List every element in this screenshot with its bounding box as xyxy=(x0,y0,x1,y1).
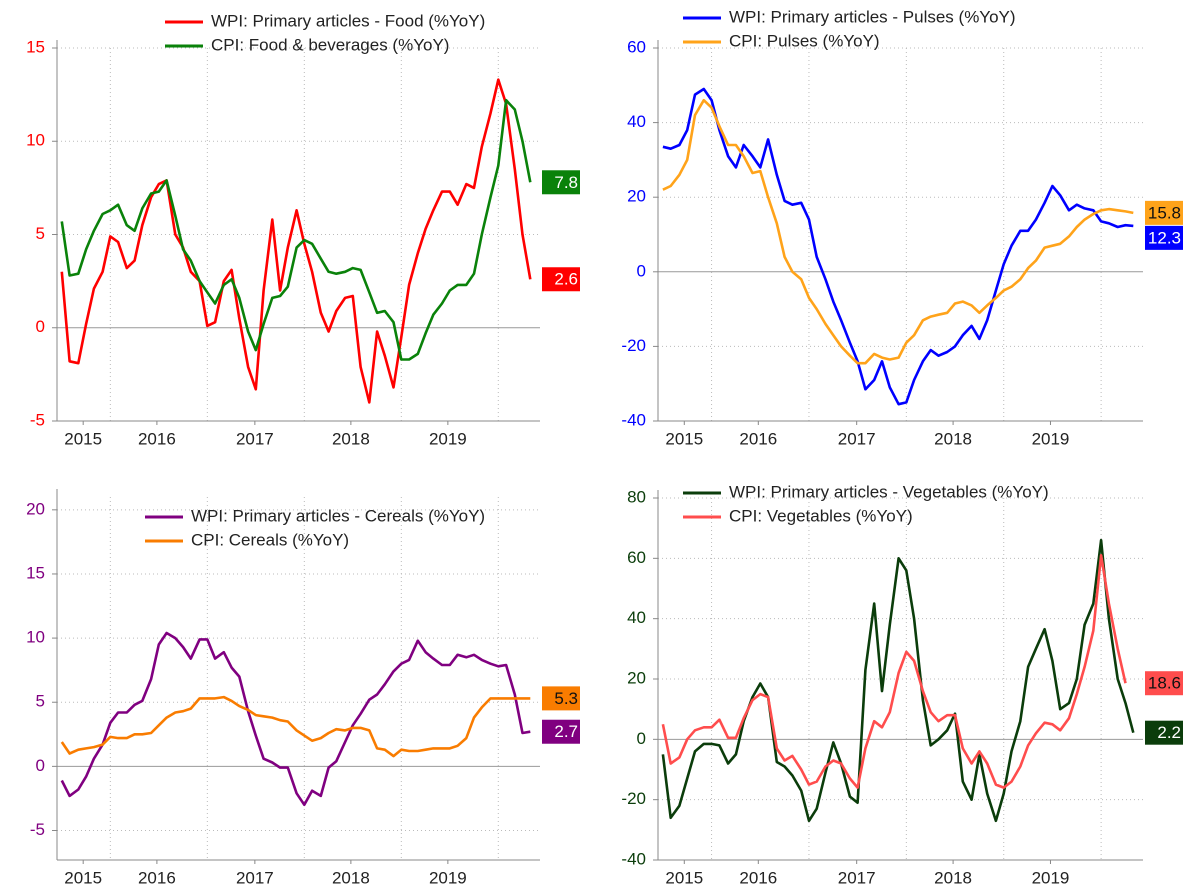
x-tick-label: 2018 xyxy=(332,429,370,448)
value-box xyxy=(542,719,580,744)
value-box xyxy=(542,170,580,195)
x-tick-label: 2017 xyxy=(236,429,274,448)
x-tick-label: 2017 xyxy=(838,429,876,448)
x-tick-label: 2019 xyxy=(1032,429,1070,448)
series-line xyxy=(661,554,1127,789)
y-tick-label: -20 xyxy=(621,336,646,355)
y-tick-label: 60 xyxy=(627,548,646,567)
y-tick-label: 0 xyxy=(637,261,646,280)
value-label: 5.3 xyxy=(554,689,578,708)
y-tick-label: 20 xyxy=(627,668,646,687)
series-line xyxy=(661,538,1135,823)
value-label: 15.8 xyxy=(1148,203,1181,222)
x-tick-label: 2015 xyxy=(64,868,102,887)
legend-label: CPI: Food & beverages (%YoY) xyxy=(211,35,449,54)
value-box xyxy=(1145,720,1183,745)
x-tick-label: 2016 xyxy=(739,429,777,448)
legend-label: WPI: Primary articles - Pulses (%YoY) xyxy=(729,7,1016,26)
legend-label: WPI: Primary articles - Food (%YoY) xyxy=(211,11,485,30)
x-tick-label: 2015 xyxy=(665,429,703,448)
x-tick-label: 2016 xyxy=(739,868,777,887)
value-label: 2.6 xyxy=(554,270,578,289)
x-tick-label: 2019 xyxy=(1032,868,1070,887)
y-tick-label: 60 xyxy=(627,37,646,56)
value-label: 2.7 xyxy=(554,722,578,741)
value-label: 12.3 xyxy=(1148,228,1181,247)
series-line xyxy=(60,695,531,758)
value-label: 18.6 xyxy=(1148,674,1181,693)
value-box xyxy=(542,267,580,292)
legend-label: CPI: Pulses (%YoY) xyxy=(729,31,880,50)
y-tick-label: 0 xyxy=(637,729,646,748)
y-tick-label: 15 xyxy=(26,563,45,582)
series-line xyxy=(60,98,532,361)
value-box xyxy=(1145,200,1183,225)
x-tick-label: 2015 xyxy=(64,429,102,448)
series-line xyxy=(60,78,532,404)
series-line xyxy=(60,631,531,807)
legend-label: WPI: Primary articles - Vegetables (%YoY… xyxy=(729,482,1049,501)
value-label: 7.8 xyxy=(554,173,578,192)
y-tick-label: -5 xyxy=(30,820,45,839)
series-line xyxy=(662,98,1134,365)
y-tick-label: -5 xyxy=(30,410,45,429)
x-tick-label: 2016 xyxy=(138,868,176,887)
x-tick-label: 2016 xyxy=(138,429,176,448)
panel: -5 0 5 10 15 2015 2016 2017 2018 2019 WPI: Primary… xyxy=(26,11,580,448)
x-tick-label: 2017 xyxy=(236,868,274,887)
y-tick-label: 0 xyxy=(36,756,45,775)
panel: -40 -20 0 20 40 60 80 2015 2016 2017 2018 2019 WPI: … xyxy=(621,482,1183,887)
legend-label: CPI: Vegetables (%YoY) xyxy=(729,506,913,525)
x-tick-label: 2017 xyxy=(838,868,876,887)
y-tick-label: 5 xyxy=(36,224,45,243)
y-tick-label: 40 xyxy=(627,112,646,131)
y-tick-label: 5 xyxy=(36,692,45,711)
legend-label: WPI: Primary articles - Cereals (%YoY) xyxy=(191,506,485,525)
x-tick-label: 2018 xyxy=(934,868,972,887)
y-tick-label: 20 xyxy=(26,499,45,518)
panel: -5 0 5 10 15 20 2015 2016 2017 2018 2019 WPI: Prima… xyxy=(26,489,580,887)
value-box xyxy=(542,686,580,711)
y-tick-label: 10 xyxy=(26,131,45,150)
x-tick-label: 2015 xyxy=(665,868,703,887)
value-label: 2.2 xyxy=(1157,723,1181,742)
y-tick-label: -40 xyxy=(621,410,646,429)
y-tick-label: 20 xyxy=(627,187,646,206)
y-tick-label: 80 xyxy=(627,487,646,506)
x-tick-label: 2018 xyxy=(934,429,972,448)
x-tick-label: 2019 xyxy=(429,868,467,887)
panel: -40 -20 0 20 40 60 2015 2016 2017 2018 2019 WPI: Pr… xyxy=(621,7,1183,448)
y-tick-label: 40 xyxy=(627,608,646,627)
y-tick-label: 10 xyxy=(26,628,45,647)
x-tick-label: 2018 xyxy=(332,868,370,887)
legend-label: CPI: Cereals (%YoY) xyxy=(191,530,349,549)
y-tick-label: 15 xyxy=(26,37,45,56)
value-box xyxy=(1145,225,1183,250)
y-tick-label: -20 xyxy=(621,789,646,808)
y-tick-label: -40 xyxy=(621,849,646,868)
y-tick-label: 0 xyxy=(36,317,45,336)
x-tick-label: 2019 xyxy=(429,429,467,448)
value-box xyxy=(1145,671,1183,696)
